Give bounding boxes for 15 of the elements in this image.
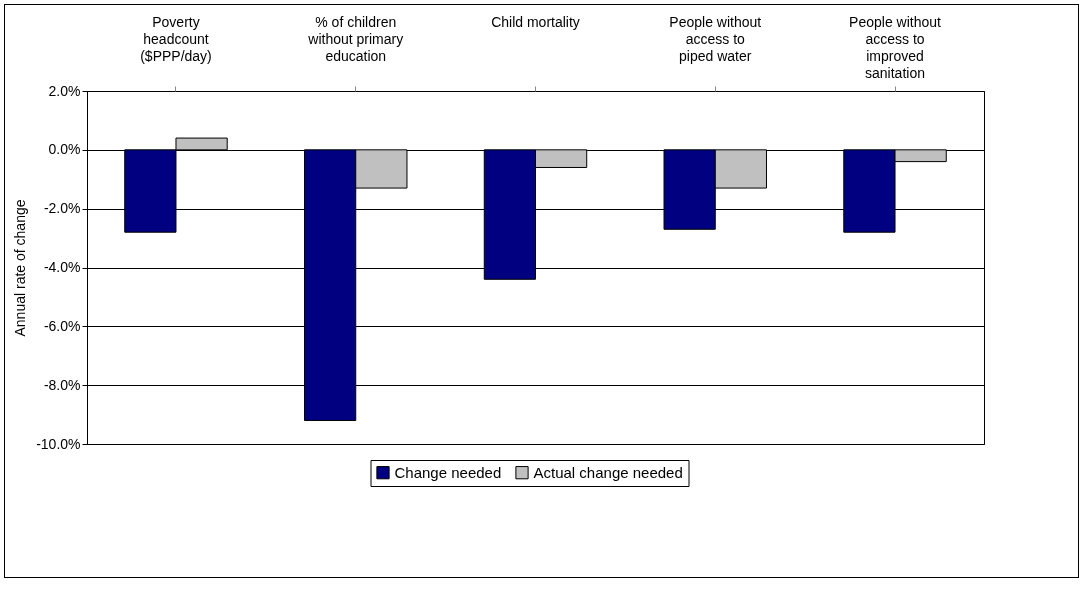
y-axis-title: Annual rate of change [12, 199, 29, 337]
y-tick-label: 0.0% [48, 141, 81, 158]
y-tick-label: -2.0% [43, 200, 81, 217]
x-tick-label: People without access to improved sanitation [849, 13, 942, 81]
y-tick-label: 2.0% [48, 82, 81, 99]
x-tick-label: Child mortality [491, 13, 580, 30]
x-tick-label: % of children without primary education [307, 13, 404, 64]
y-tick-label: -8.0% [43, 376, 81, 393]
x-tick-label: People without access to piped water [669, 13, 762, 64]
y-tick-label: -4.0% [43, 259, 81, 275]
y-tick-label: -10.0% [36, 435, 81, 452]
y-tick-label: -6.0% [43, 317, 81, 334]
legend-label: Actual change needed [533, 463, 683, 481]
x-tick-label: Poverty headcount ($PPP/day) [140, 13, 212, 64]
legend-label: Change needed [394, 463, 502, 481]
